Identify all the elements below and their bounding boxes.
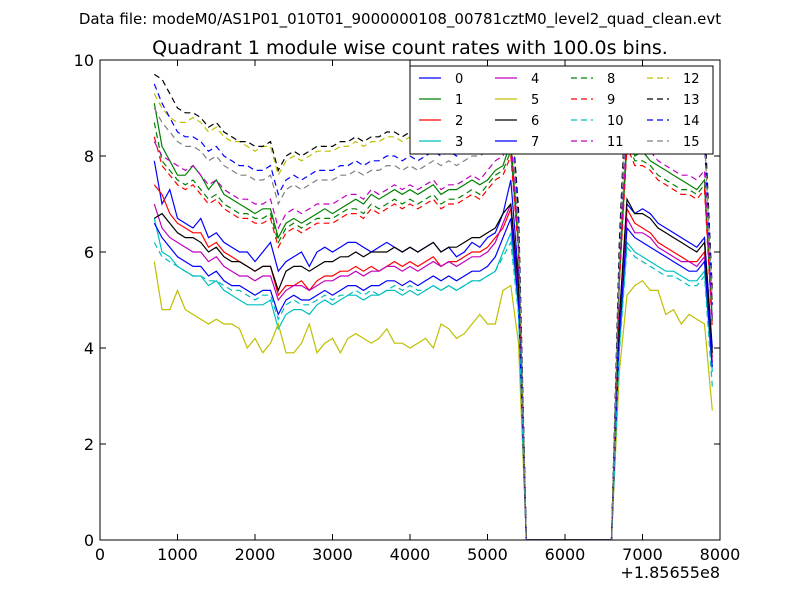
x-tick-label: 2000 [235,545,276,564]
x-tick-label: 5000 [467,545,508,564]
y-tick-label: 6 [84,243,94,262]
figure-suptitle: Data file: modeM0/AS1P01_010T01_90000001… [79,10,721,29]
legend-label-1: 1 [455,93,463,108]
legend-label-2: 2 [455,114,463,129]
series-line-10 [153,240,713,540]
legend-label-3: 3 [455,135,463,150]
legend-label-0: 0 [455,72,463,87]
legend-label-9: 9 [607,93,615,108]
legend-label-12: 12 [683,72,700,87]
legend-label-15: 15 [683,135,700,150]
series-line-13 [153,69,713,540]
series-layer [153,69,713,540]
y-tick-label: 0 [84,531,94,550]
legend-frame [409,65,714,155]
legend-label-11: 11 [607,135,624,150]
legend-label-14: 14 [683,114,700,129]
y-tick-label: 2 [84,435,94,454]
series-line-15 [153,74,713,540]
legend-label-13: 13 [683,93,700,108]
x-tick-label: 4000 [390,545,431,564]
x-tick-label: 7000 [622,545,663,564]
y-tick-label: 8 [84,147,94,166]
series-line-6 [153,197,713,540]
x-tick-label: 8000 [700,545,741,564]
series-line-4 [153,203,713,540]
series-line-11 [153,126,713,540]
x-tick-label: 3000 [312,545,353,564]
series-line-5 [153,261,713,540]
series-line-8 [153,122,713,540]
series-line-2 [153,184,713,540]
legend-label-4: 4 [531,72,539,87]
series-line-3 [153,218,713,540]
y-tick-label: 4 [84,339,94,358]
x-tick-label: 0 [95,545,105,564]
series-line-9 [153,136,713,540]
legend-label-8: 8 [607,72,615,87]
series-line-7 [153,218,713,540]
legend-label-5: 5 [531,93,539,108]
legend-label-7: 7 [531,135,539,150]
y-tick-label: 10 [74,51,94,70]
legend-label-10: 10 [607,114,624,129]
legend-label-6: 6 [531,114,539,129]
x-tick-label: 6000 [545,545,586,564]
x-axis-offset-label: +1.85655e8 [620,563,720,582]
chart-title: Quadrant 1 module wise count rates with … [152,37,668,59]
x-tick-label: 1000 [157,545,198,564]
plot-frame [99,59,721,541]
series-line-1 [153,103,713,540]
